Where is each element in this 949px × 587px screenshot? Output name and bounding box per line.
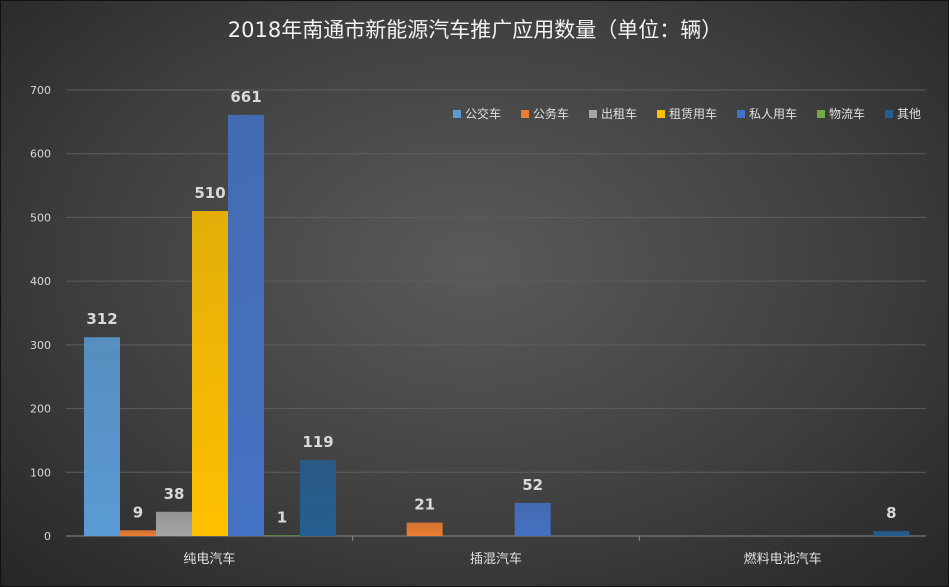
legend-swatch xyxy=(885,110,893,118)
data-label: 9 xyxy=(133,503,143,521)
data-label: 8 xyxy=(886,504,896,522)
legend-label: 物流车 xyxy=(829,106,865,121)
legend-label: 其他 xyxy=(897,107,921,121)
bar-其他 xyxy=(873,530,910,536)
y-tick-label: 300 xyxy=(30,339,51,352)
legend-swatch xyxy=(453,110,461,118)
data-label: 312 xyxy=(86,310,117,328)
legend-swatch xyxy=(737,110,745,118)
data-label: 21 xyxy=(414,496,435,514)
y-tick-label: 0 xyxy=(44,530,51,543)
legend-swatch xyxy=(657,110,665,118)
bar-私人用车 xyxy=(228,114,264,536)
legend-swatch xyxy=(817,110,825,118)
data-label: 119 xyxy=(302,433,333,451)
data-label: 1 xyxy=(277,508,287,526)
legend-swatch xyxy=(589,110,597,118)
bar-其他 xyxy=(300,460,336,536)
bar-公交车 xyxy=(84,337,120,536)
y-tick-label: 400 xyxy=(30,275,51,288)
x-tick-label: 插混汽车 xyxy=(470,551,522,567)
data-label: 661 xyxy=(230,88,261,106)
y-tick-label: 500 xyxy=(30,211,51,224)
legend-label: 出租车 xyxy=(601,106,637,121)
x-tick-label: 燃料电池汽车 xyxy=(744,551,822,567)
data-label: 510 xyxy=(194,184,225,202)
data-label: 52 xyxy=(522,476,543,494)
x-tick-label: 纯电汽车 xyxy=(183,551,235,567)
legend-swatch xyxy=(521,110,529,118)
y-tick-label: 700 xyxy=(30,84,51,97)
bar-私人用车 xyxy=(514,502,551,536)
legend-label: 公交车 xyxy=(465,106,501,121)
bar-物流车 xyxy=(264,535,300,536)
data-label: 38 xyxy=(164,485,185,503)
bar-公务车 xyxy=(406,522,443,536)
legend-label: 公务车 xyxy=(533,106,569,121)
legend-label: 租赁用车 xyxy=(669,106,717,121)
legend-label: 私人用车 xyxy=(749,106,797,121)
chart-title: 2018年南通市新能源汽车推广应用数量（单位：辆） xyxy=(228,18,722,42)
y-tick-label: 100 xyxy=(30,466,51,479)
bar-租赁用车 xyxy=(192,211,228,537)
bar-出租车 xyxy=(156,511,192,536)
bar-公务车 xyxy=(120,530,156,536)
y-tick-label: 200 xyxy=(30,403,51,416)
y-tick-label: 600 xyxy=(30,148,51,161)
